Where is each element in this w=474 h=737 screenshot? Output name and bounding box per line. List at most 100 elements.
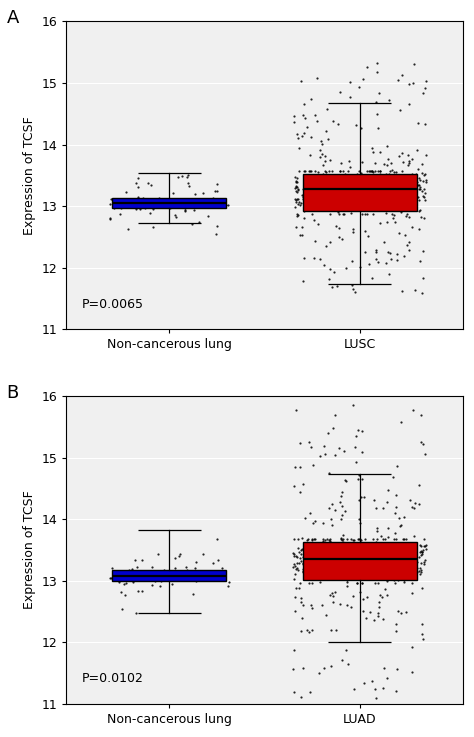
Point <box>299 557 306 569</box>
Point <box>301 186 309 198</box>
Point <box>179 197 186 209</box>
Point <box>314 72 321 84</box>
Point <box>319 168 327 180</box>
Point <box>307 93 315 105</box>
Point <box>359 172 367 184</box>
Point <box>365 195 373 207</box>
Point <box>116 576 123 587</box>
Point <box>291 533 298 545</box>
Point <box>345 658 352 670</box>
Point <box>389 553 397 565</box>
Point <box>406 170 414 182</box>
Point <box>401 544 408 556</box>
Point <box>189 574 197 586</box>
Point <box>327 545 334 557</box>
Point <box>290 663 297 675</box>
Point <box>305 190 313 202</box>
Point <box>362 556 369 567</box>
Point <box>166 202 173 214</box>
Point <box>308 563 316 575</box>
Point <box>340 565 348 577</box>
Point <box>368 193 375 205</box>
Point <box>347 207 355 219</box>
Point <box>366 540 374 552</box>
Point <box>341 184 349 195</box>
Point <box>344 181 351 192</box>
Point <box>308 577 316 589</box>
Point <box>310 184 318 196</box>
Point <box>318 188 326 200</box>
Point <box>369 165 376 177</box>
Point <box>355 539 363 551</box>
Point <box>390 181 397 193</box>
Point <box>381 196 389 208</box>
Point <box>337 158 345 170</box>
Point <box>413 175 420 187</box>
Point <box>297 548 305 560</box>
Point <box>218 194 226 206</box>
Point <box>395 201 402 213</box>
Point <box>322 240 330 252</box>
Point <box>320 663 328 674</box>
Point <box>326 184 333 196</box>
Point <box>193 201 201 213</box>
Point <box>349 223 356 235</box>
Point <box>401 548 409 559</box>
Point <box>352 546 360 558</box>
Point <box>313 172 321 184</box>
Point <box>417 565 424 576</box>
Point <box>365 545 373 556</box>
Point <box>422 553 429 565</box>
Point <box>295 184 302 195</box>
Point <box>391 209 398 221</box>
Point <box>371 200 379 212</box>
Point <box>325 182 333 194</box>
Point <box>313 115 321 127</box>
Point <box>204 570 211 581</box>
Point <box>346 553 354 565</box>
Point <box>381 170 388 182</box>
Point <box>317 199 324 211</box>
Point <box>310 553 318 565</box>
Point <box>319 159 326 171</box>
Point <box>291 558 298 570</box>
Point <box>350 684 358 696</box>
Point <box>319 174 327 186</box>
Point <box>191 188 199 200</box>
Point <box>321 551 328 563</box>
Point <box>419 544 427 556</box>
Point <box>337 551 344 563</box>
Point <box>366 553 374 565</box>
Point <box>339 529 346 541</box>
Point <box>351 544 358 556</box>
Point <box>301 555 309 567</box>
Point <box>136 196 143 208</box>
Bar <box>112 198 227 208</box>
Point <box>406 556 413 568</box>
Point <box>292 181 300 192</box>
Point <box>345 155 353 167</box>
Point <box>308 559 315 571</box>
Point <box>171 552 179 564</box>
Point <box>415 205 422 217</box>
Point <box>374 122 382 133</box>
Point <box>357 536 365 548</box>
Point <box>357 492 365 503</box>
Point <box>296 577 304 589</box>
Point <box>373 186 380 198</box>
Point <box>374 553 382 565</box>
Point <box>291 685 298 697</box>
Point <box>326 556 334 567</box>
Point <box>397 607 405 619</box>
Point <box>354 474 362 486</box>
Point <box>373 189 380 201</box>
Point <box>369 545 377 557</box>
Point <box>134 585 141 597</box>
Point <box>338 486 346 498</box>
Point <box>110 202 118 214</box>
Point <box>143 567 150 579</box>
Point <box>117 565 124 577</box>
Point <box>411 172 419 184</box>
Point <box>408 501 415 513</box>
Point <box>192 570 200 581</box>
